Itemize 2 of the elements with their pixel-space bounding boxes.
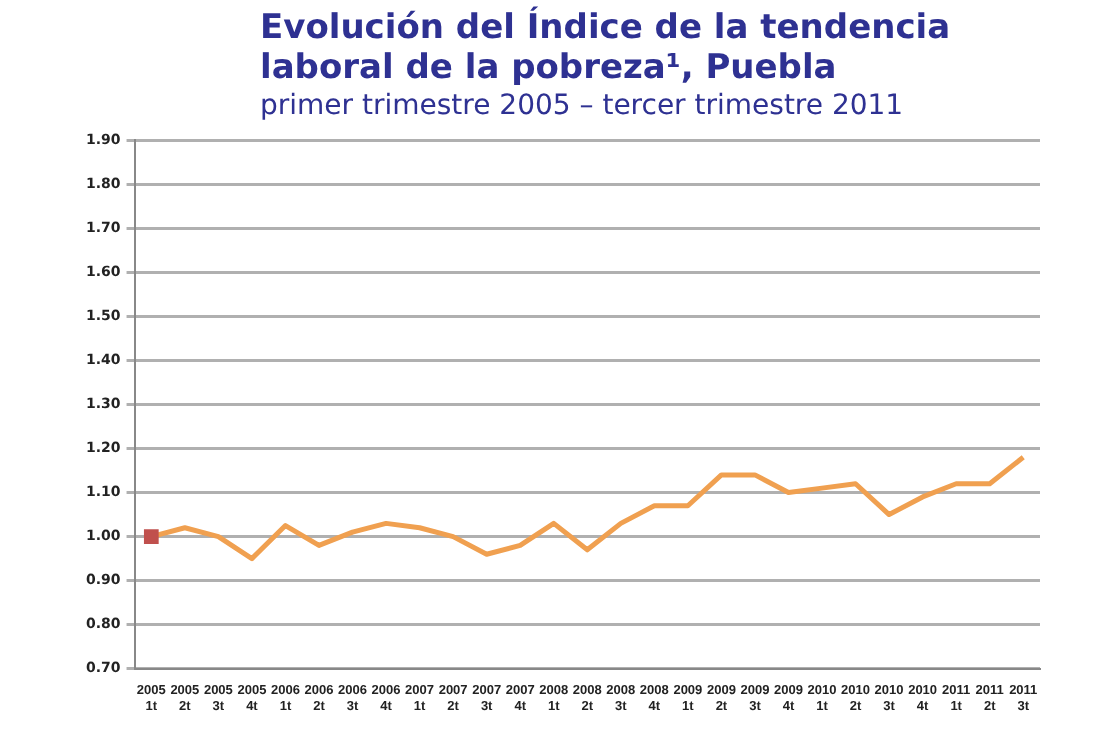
chart-subtitle: primer trimestre 2005 – tercer trimestre 2011 bbox=[260, 88, 906, 124]
chart-title: Evolución del Índice de la tendencia laboral de la pobreza¹, Puebla bbox=[260, 8, 953, 88]
